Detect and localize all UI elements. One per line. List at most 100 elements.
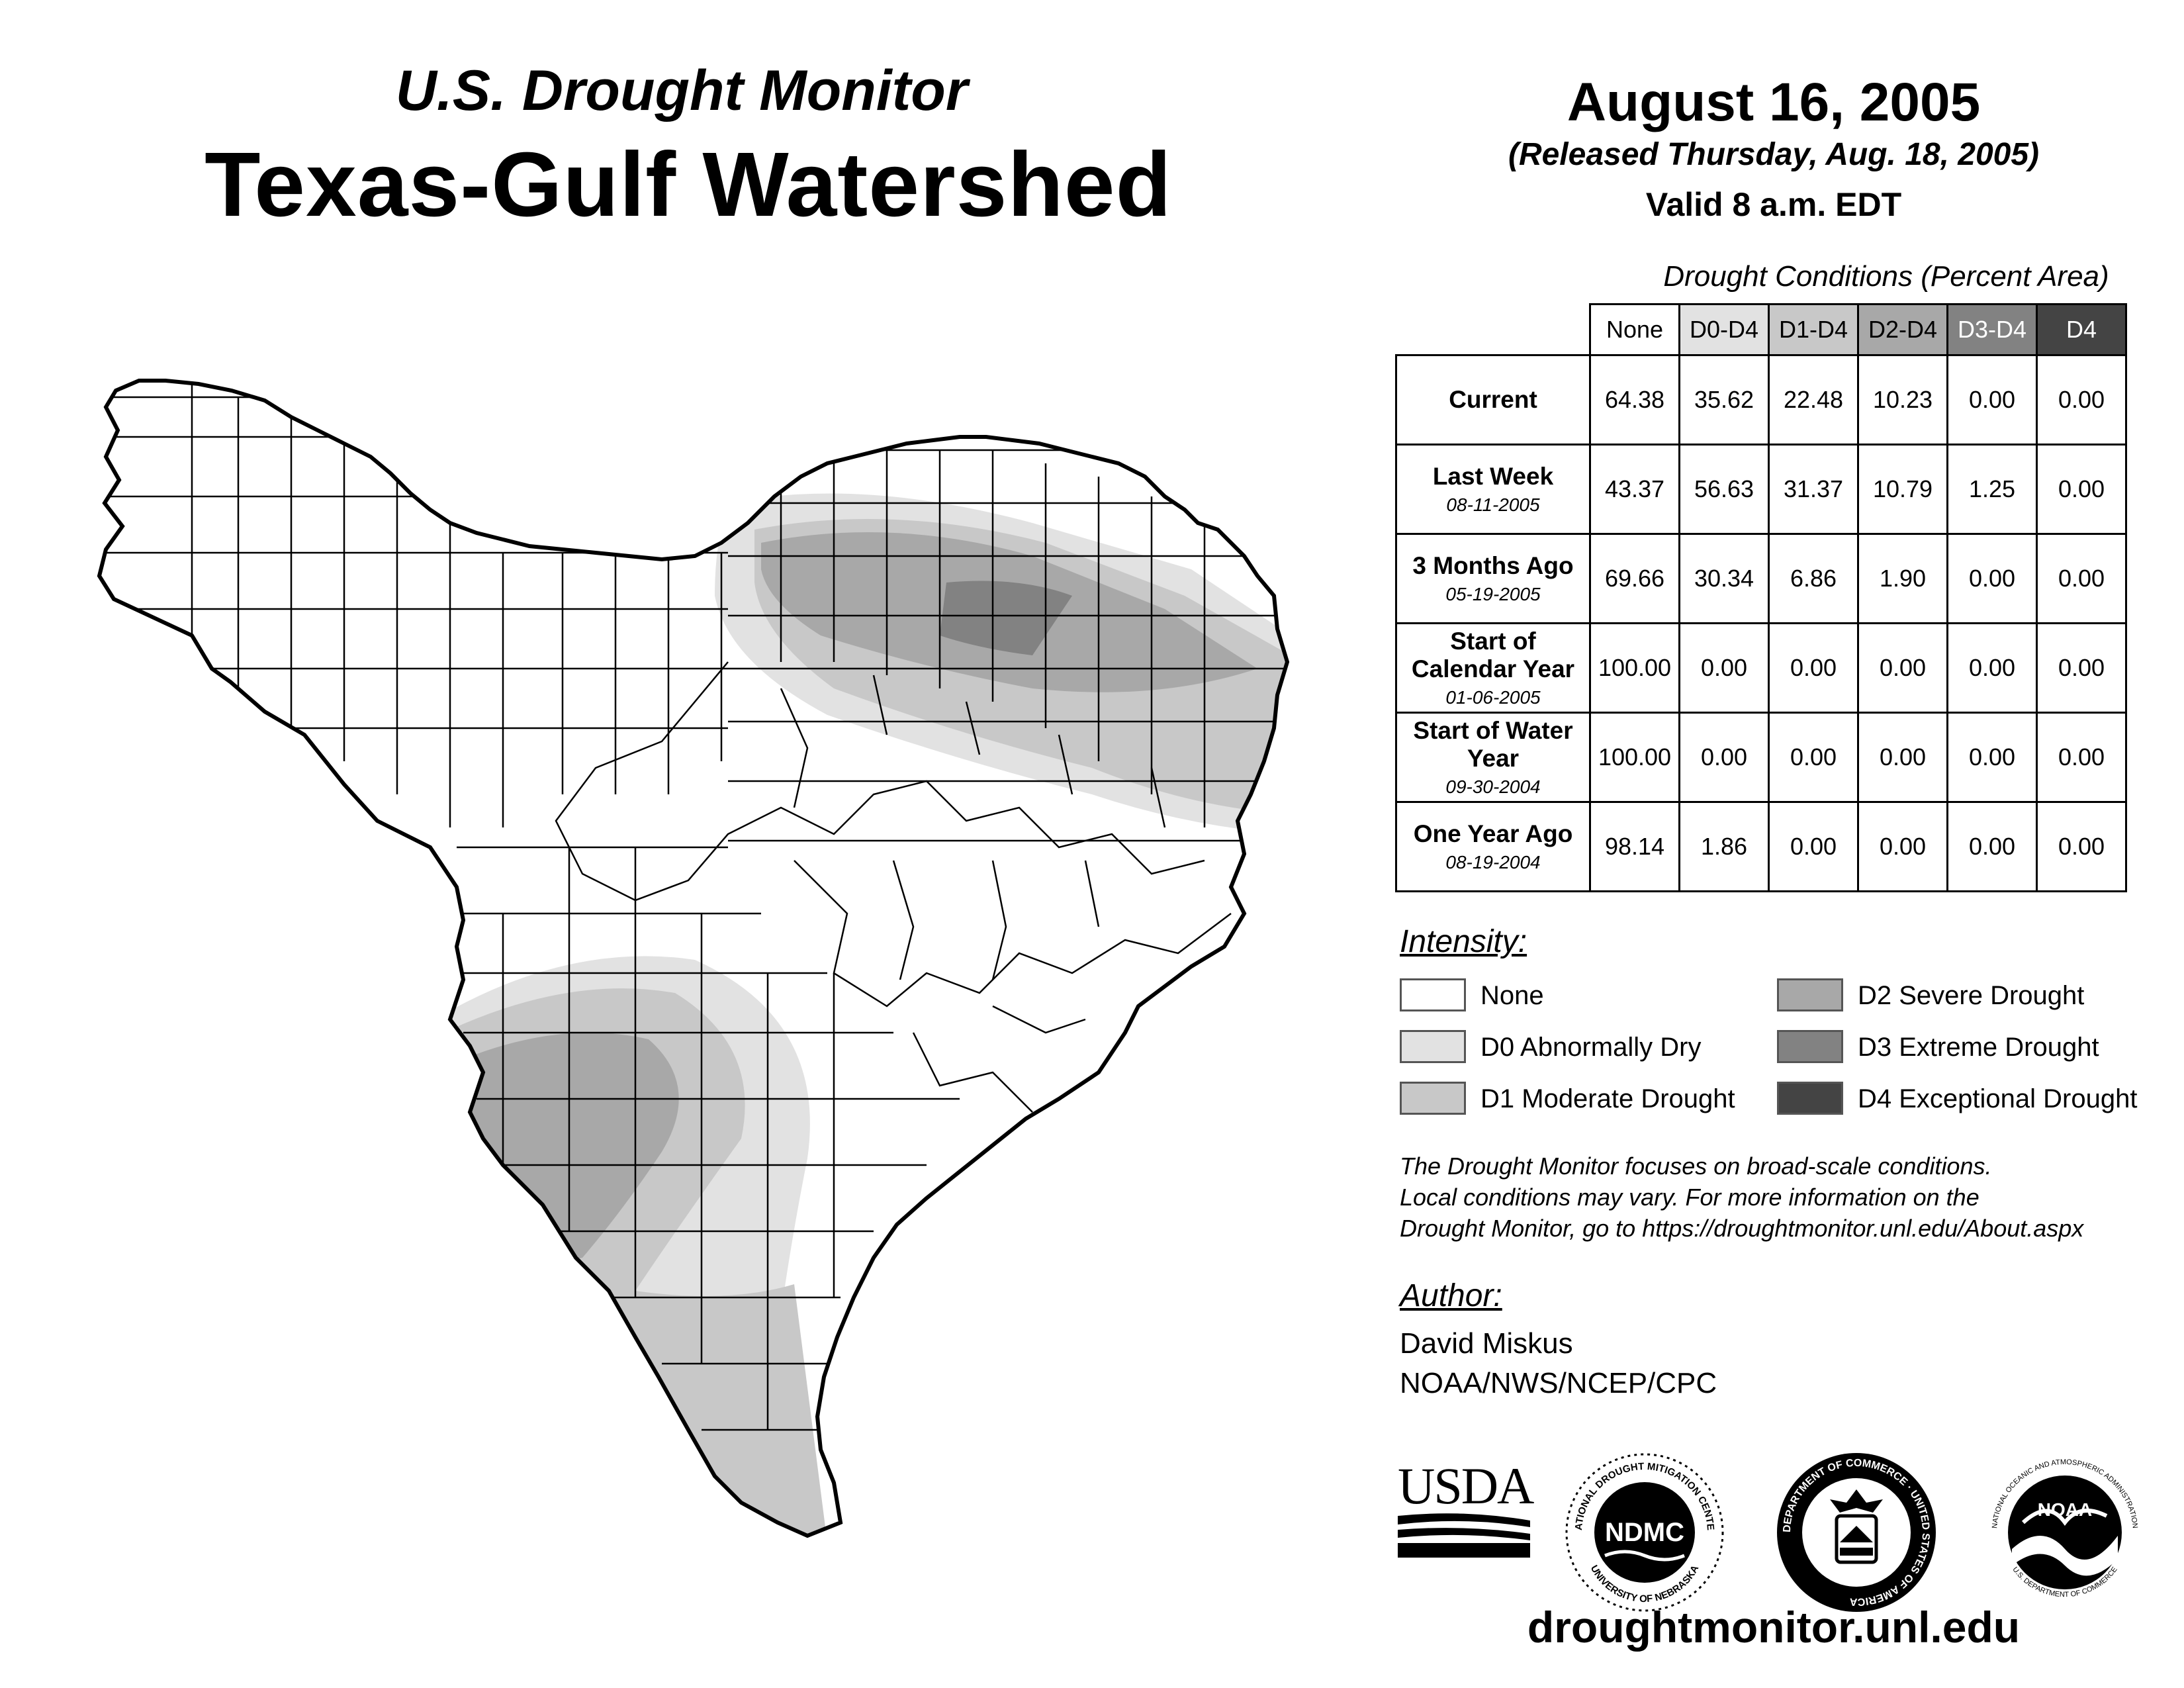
ndmc-wordmark: NDMC <box>1605 1518 1684 1547</box>
table-cell: 0.00 <box>1946 622 2038 714</box>
row-label: One Year Ago <box>1413 820 1573 847</box>
table-cell: 0.00 <box>2036 533 2127 624</box>
noaa-logo: NATIONAL OCEANIC AND ATMOSPHERIC ADMINIS… <box>1991 1458 2139 1599</box>
row-label: Last Week <box>1432 463 1554 490</box>
col-header-d0-d4: D0-D4 <box>1678 303 1770 356</box>
table-cell: 35.62 <box>1678 354 1770 445</box>
table-cell: 64.38 <box>1589 354 1680 445</box>
legend-label: D2 Severe Drought <box>1858 981 2085 1010</box>
table-cell: 30.34 <box>1678 533 1770 624</box>
table-cell: 0.00 <box>1678 622 1770 714</box>
row-label: 3 Months Ago <box>1412 552 1574 579</box>
legend-label: None <box>1480 981 1544 1010</box>
row-date: 05-19-2005 <box>1445 584 1541 604</box>
table-row: Current 64.38 35.62 22.48 10.23 0.00 0.0… <box>1395 354 2127 445</box>
col-header-d3-d4: D3-D4 <box>1946 303 2038 356</box>
row-date: 08-11-2005 <box>1446 494 1540 515</box>
table-cell: 10.79 <box>1857 444 1948 535</box>
row-label-cell: Start of Water Year 09-30-2004 <box>1395 712 1591 803</box>
valid-time: Valid 8 a.m. EDT <box>1645 186 1902 223</box>
release-date: (Released Thursday, Aug. 18, 2005) <box>1508 137 2040 172</box>
table-cell: 0.00 <box>1768 622 1859 714</box>
table-cell: 0.00 <box>1946 712 2038 803</box>
table-caption: Drought Conditions (Percent Area) <box>1663 260 2109 293</box>
table-cell: 56.63 <box>1678 444 1770 535</box>
noaa-wordmark: NOAA <box>2038 1499 2092 1520</box>
note-line: Local conditions may vary. For more info… <box>1400 1184 1979 1211</box>
table-cell: 0.00 <box>1678 712 1770 803</box>
table-cell: 0.00 <box>2036 354 2127 445</box>
row-label: Start of Calendar Year <box>1411 628 1575 682</box>
table-cell: 1.25 <box>1946 444 2038 535</box>
table-cell: 0.00 <box>2036 444 2127 535</box>
table-cell: 6.86 <box>1768 533 1859 624</box>
legend-label: D0 Abnormally Dry <box>1480 1033 1702 1062</box>
legend-label: D1 Moderate Drought <box>1480 1084 1735 1113</box>
table-cell: 31.37 <box>1768 444 1859 535</box>
legend-label: D4 Exceptional Drought <box>1858 1084 2138 1113</box>
author-heading: Author: <box>1400 1278 1502 1313</box>
table-cell: 1.86 <box>1678 801 1770 892</box>
legend-swatch <box>1400 978 1466 1011</box>
usda-logo: USDA <box>1398 1457 1534 1559</box>
disclaimer-note: The Drought Monitor focuses on broad-sca… <box>1400 1150 2167 1244</box>
table-cell: 0.00 <box>1768 801 1859 892</box>
table-cell: 0.00 <box>2036 801 2127 892</box>
map-subtitle: U.S. Drought Monitor <box>395 59 968 122</box>
table-row: Last Week 08-11-2005 43.37 56.63 31.37 10… <box>1395 444 2127 535</box>
legend-label: D3 Extreme Drought <box>1858 1033 2099 1062</box>
row-date: 08-19-2004 <box>1445 852 1541 872</box>
table-cell: 0.00 <box>1768 712 1859 803</box>
row-label: Start of Water Year <box>1413 717 1573 772</box>
table-cell: 98.14 <box>1589 801 1680 892</box>
table-cell: 0.00 <box>2036 712 2127 803</box>
table-row: 3 Months Ago 05-19-2005 69.66 30.34 6.86 … <box>1395 533 2127 624</box>
table-cell: 0.00 <box>2036 622 2127 714</box>
legend-swatch <box>1777 1082 1843 1115</box>
table-header-corner <box>1396 304 1591 356</box>
row-label: Current <box>1449 386 1537 413</box>
row-label-cell: One Year Ago 08-19-2004 <box>1395 801 1591 892</box>
author-name: David Miskus <box>1400 1327 1573 1360</box>
legend-swatch <box>1400 1030 1466 1063</box>
table-cell: 100.00 <box>1589 622 1680 714</box>
table-cell: 0.00 <box>1946 533 2038 624</box>
table-cell: 0.00 <box>1857 712 1948 803</box>
row-label-cell: Start of Calendar Year 01-06-2005 <box>1395 622 1591 714</box>
usda-fields-icon <box>1398 1513 1530 1558</box>
table-cell: 100.00 <box>1589 712 1680 803</box>
table-cell: 10.23 <box>1857 354 1948 445</box>
table-row: Start of Calendar Year 01-06-2005 100.00 … <box>1395 622 2127 714</box>
row-label-cell: Current <box>1395 354 1591 445</box>
legend-swatch <box>1777 1030 1843 1063</box>
table-cell: 0.00 <box>1857 801 1948 892</box>
ndmc-logo: NATIONAL DROUGHT MITIGATION CENTER UNIVE… <box>1562 1450 1724 1612</box>
legend-swatch <box>1777 978 1843 1011</box>
drought-conditions-table: None D0-D4 D1-D4 D2-D4 D3-D4 D4 Current … <box>1395 303 2127 892</box>
note-line: Drought Monitor, go to https://droughtmo… <box>1400 1215 2084 1242</box>
row-label-cell: Last Week 08-11-2005 <box>1395 444 1591 535</box>
map-date: August 16, 2005 <box>1567 72 1981 132</box>
doc-seal-logo: DEPARTMENT OF COMMERCE · UNITED STATES O… <box>1777 1453 1936 1612</box>
table-row: One Year Ago 08-19-2004 98.14 1.86 0.00 0… <box>1395 801 2127 892</box>
watershed-map <box>0 0 1324 1589</box>
table-cell: 0.00 <box>1857 622 1948 714</box>
col-header-d1-d4: D1-D4 <box>1768 303 1859 356</box>
row-date: 01-06-2005 <box>1445 687 1541 708</box>
row-label-cell: 3 Months Ago 05-19-2005 <box>1395 533 1591 624</box>
usda-wordmark: USDA <box>1398 1457 1534 1515</box>
footer-url[interactable]: droughtmonitor.unl.edu <box>1527 1603 2021 1652</box>
author-org: NOAA/NWS/NCEP/CPC <box>1400 1367 1717 1399</box>
col-header-d4: D4 <box>2036 303 2127 356</box>
col-header-none: None <box>1589 303 1680 356</box>
map-title: Texas-Gulf Watershed <box>205 134 1172 236</box>
table-cell: 1.90 <box>1857 533 1948 624</box>
col-header-d2-d4: D2-D4 <box>1857 303 1948 356</box>
table-cell: 43.37 <box>1589 444 1680 535</box>
drought-area-d3-north <box>940 581 1072 655</box>
table-cell: 22.48 <box>1768 354 1859 445</box>
table-cell: 0.00 <box>1946 801 2038 892</box>
table-cell: 69.66 <box>1589 533 1680 624</box>
row-date: 09-30-2004 <box>1445 776 1541 797</box>
table-cell: 0.00 <box>1946 354 2038 445</box>
